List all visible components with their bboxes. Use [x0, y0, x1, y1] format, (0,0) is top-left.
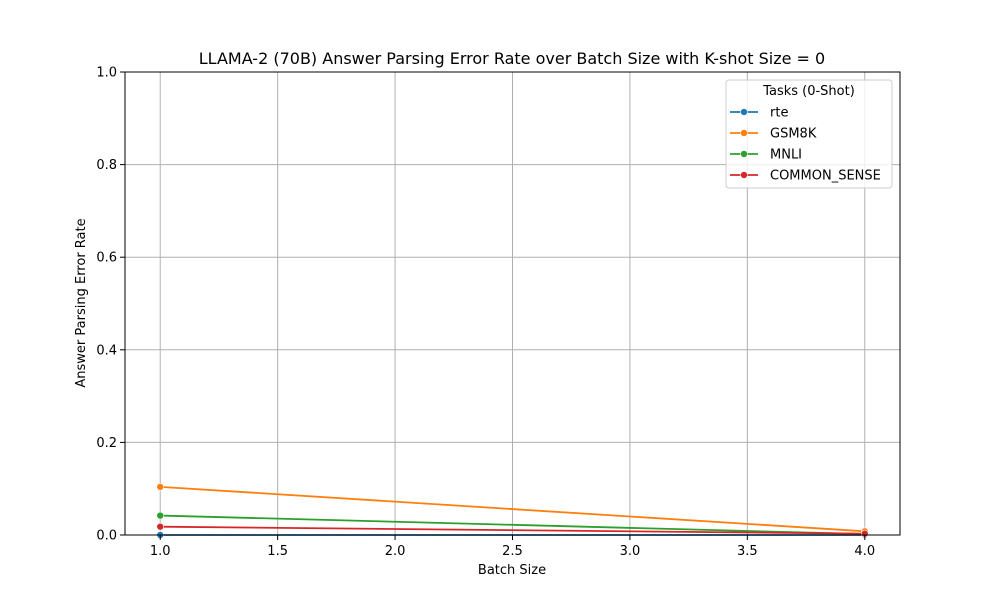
y-axis-label: Answer Parsing Error Rate [74, 218, 89, 387]
legend-box [725, 79, 893, 189]
legend-swatch-marker [740, 108, 748, 116]
x-tick-label: 3.5 [737, 544, 758, 559]
legend-swatch-marker [740, 171, 748, 179]
y-tick-label: 0.6 [96, 251, 117, 266]
legend-item-gsm8k: GSM8K [730, 127, 817, 142]
x-tick-label: 2.0 [385, 544, 406, 559]
legend-label: COMMON_SENSE [770, 169, 881, 184]
x-tick-label: 4.0 [854, 544, 875, 559]
legend-items: rte GSM8K MNLI COMMON_SENSE [730, 106, 881, 184]
series-line-common-sense [160, 525, 865, 535]
y-tick-label: 0.0 [96, 529, 117, 544]
x-tick-label: 3.0 [620, 544, 641, 559]
x-axis-label: Batch Size [478, 563, 546, 578]
legend-item-rte: rte [730, 106, 788, 121]
y-tick-label: 1.0 [96, 66, 117, 81]
legend-swatch-marker [740, 129, 748, 137]
legend-title: Tasks (0-Shot) [762, 84, 855, 99]
data-point-common-sense [156, 522, 165, 531]
x-tick-label: 1.5 [267, 544, 288, 559]
legend-swatch-marker [740, 150, 748, 158]
data-point-mnli [156, 511, 165, 520]
series-line-mnli [160, 514, 865, 535]
series-line-gsm8k [160, 485, 865, 533]
x-tick-label: 2.5 [502, 544, 523, 559]
legend-label: GSM8K [770, 127, 817, 142]
y-tick-label: 0.2 [96, 436, 117, 451]
chart-title: LLAMA-2 (70B) Answer Parsing Error Rate … [199, 49, 825, 68]
y-tick-label: 0.4 [96, 343, 117, 358]
y-tick-label: 0.8 [96, 158, 117, 173]
legend-item-common-sense: COMMON_SENSE [730, 169, 881, 184]
legend: Tasks (0-Shot) rte GSM8K MNLI COMMON_SENSE [725, 79, 893, 189]
data-point-gsm8k [156, 483, 165, 491]
legend-label: MNLI [770, 148, 802, 163]
legend-item-mnli: MNLI [730, 148, 802, 163]
x-tick-label: 1.0 [150, 544, 171, 559]
x-axis-ticks: 1.0 1.5 2.0 2.5 3.0 3.5 4.0 [150, 535, 875, 559]
y-axis-ticks: 0.0 0.2 0.4 0.6 0.8 1.0 [96, 66, 125, 544]
legend-label: rte [770, 106, 788, 121]
